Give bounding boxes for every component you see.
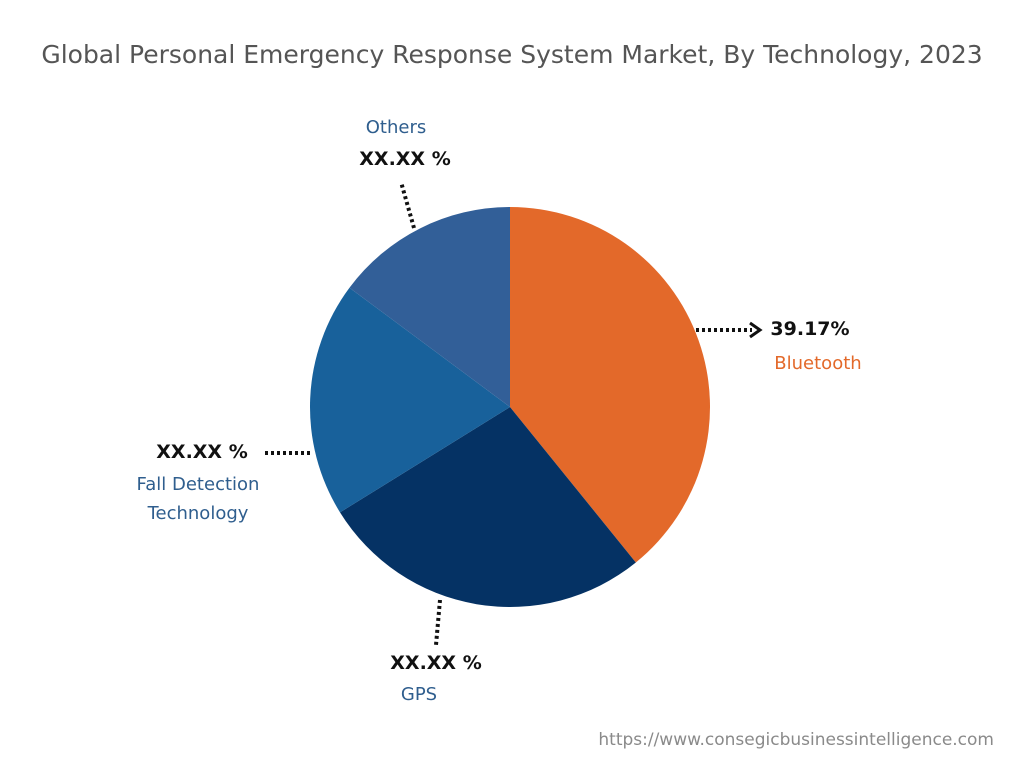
arrow-head [749,321,763,339]
pie-slice [510,207,711,563]
category-label: Others [365,117,427,138]
leader-lines [262,181,752,646]
category-label: GPS [400,684,438,705]
category-label: Fall Detection Technology [136,474,260,524]
leader-line [434,599,442,646]
category-label: Bluetooth [774,353,862,374]
chart-title: Global Personal Emergency Response Syste… [41,40,983,69]
value-label: XX.XX % [390,652,482,674]
value-label: XX.XX % [156,441,248,463]
pie-slice [349,207,510,407]
value-label: XX.XX % [359,148,451,170]
value-label: 39.17% [770,318,850,340]
leader-line [399,181,416,229]
pie-slice [339,407,636,607]
pie-slice [310,287,510,513]
source: https://www.consegicbusinessintelligence… [598,730,994,750]
